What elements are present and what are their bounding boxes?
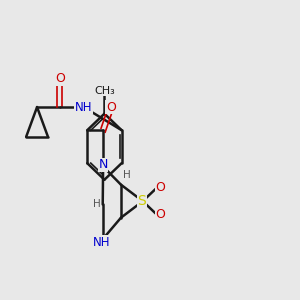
Text: N: N	[98, 158, 108, 171]
Text: S: S	[137, 194, 146, 208]
Text: NH: NH	[93, 236, 110, 249]
Text: O: O	[106, 100, 116, 114]
Text: NH: NH	[75, 100, 92, 114]
Text: O: O	[156, 208, 166, 221]
Text: H: H	[123, 170, 131, 180]
Text: O: O	[55, 73, 65, 85]
Text: O: O	[156, 182, 166, 194]
Text: CH₃: CH₃	[94, 85, 115, 96]
Text: H: H	[93, 200, 101, 209]
